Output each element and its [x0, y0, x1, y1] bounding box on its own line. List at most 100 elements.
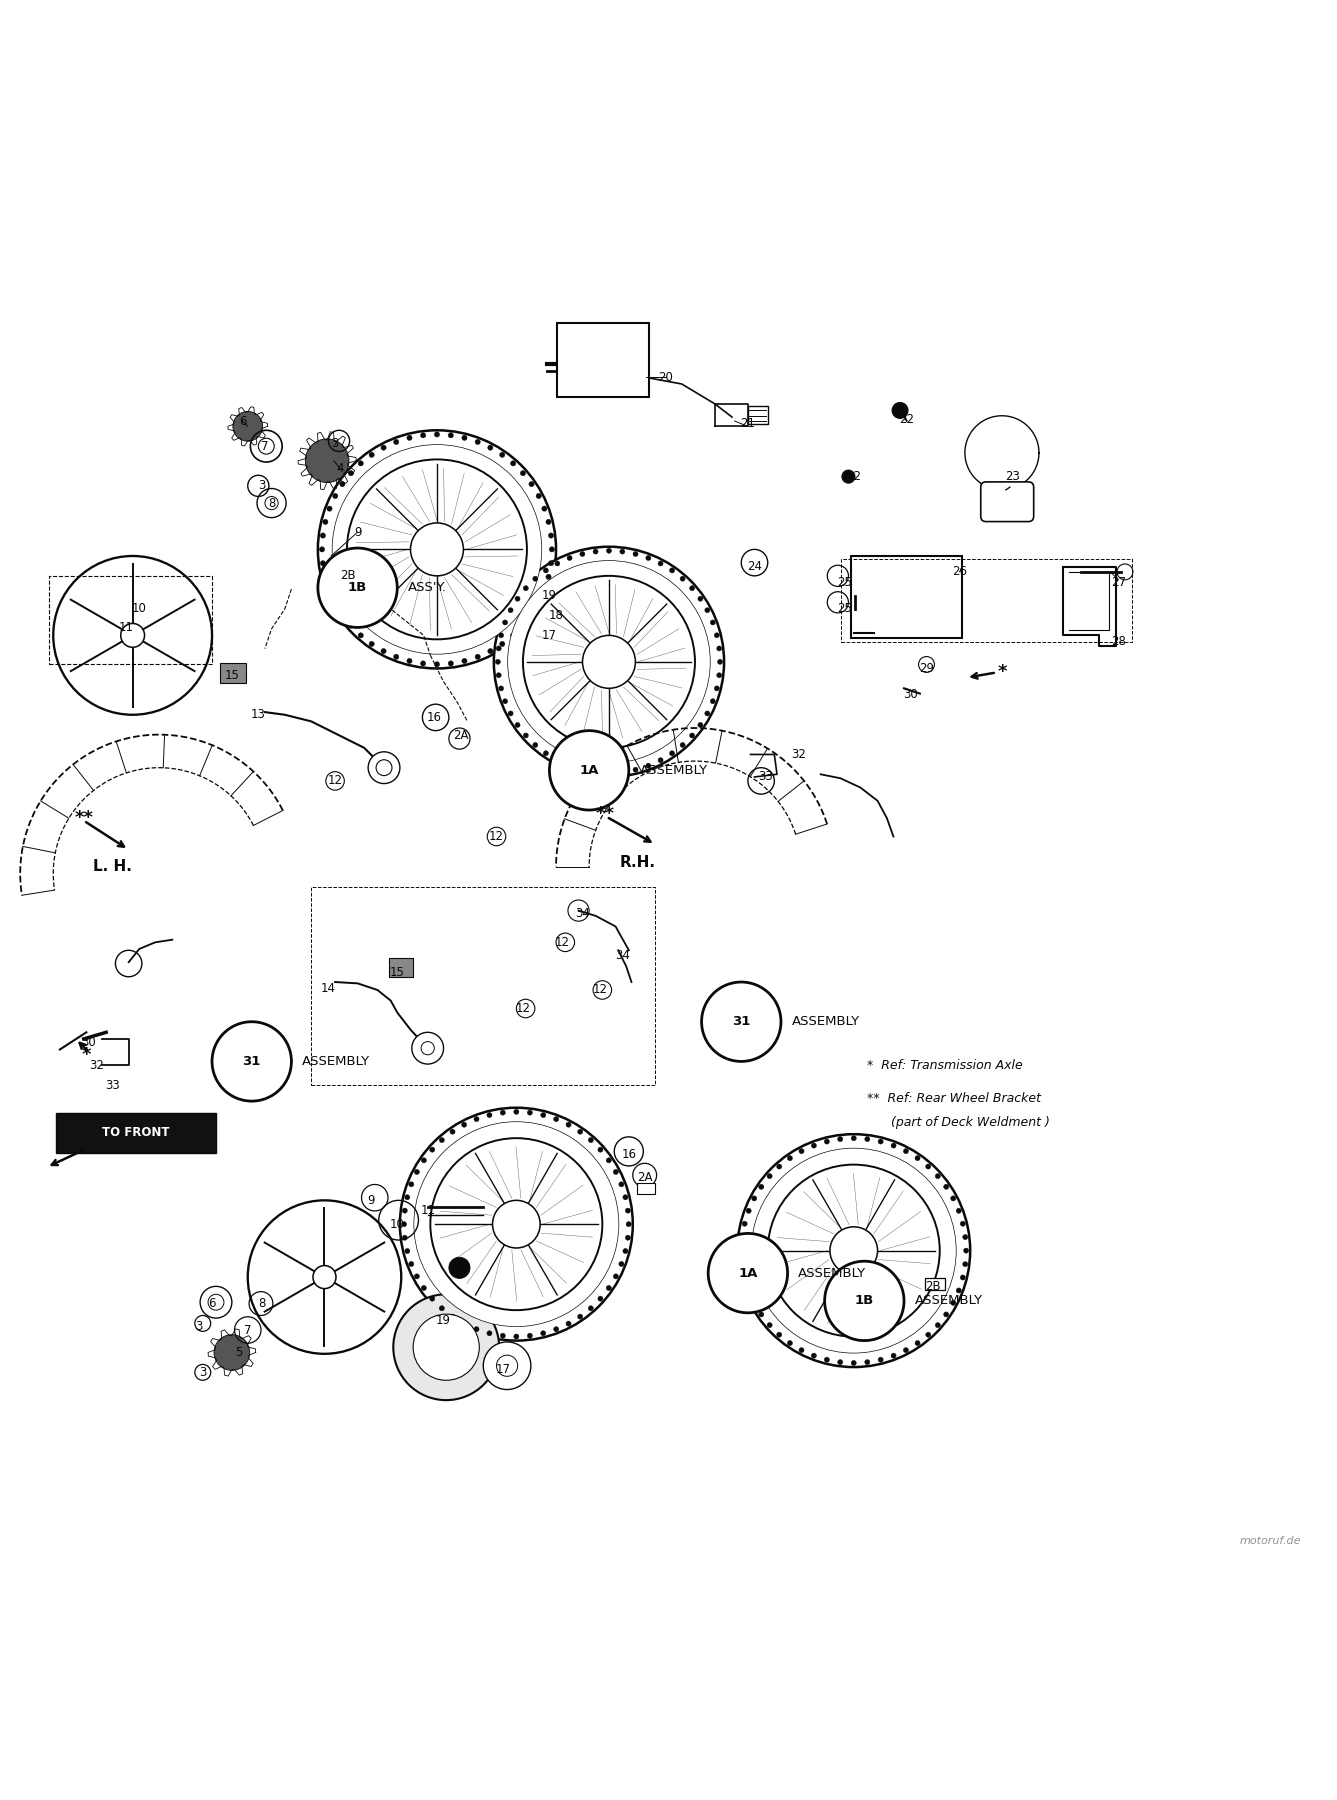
Text: 3: 3 — [199, 1366, 206, 1379]
Circle shape — [322, 574, 328, 580]
Circle shape — [413, 1314, 479, 1381]
Circle shape — [698, 596, 703, 601]
Circle shape — [580, 551, 584, 556]
Circle shape — [878, 1357, 884, 1363]
Text: 16: 16 — [622, 1148, 636, 1161]
Circle shape — [213, 1022, 291, 1102]
Circle shape — [499, 686, 504, 691]
Text: ASSEMBLY: ASSEMBLY — [792, 1015, 860, 1028]
Circle shape — [739, 1262, 745, 1267]
Circle shape — [623, 1249, 628, 1253]
Circle shape — [448, 661, 453, 666]
Circle shape — [500, 1334, 505, 1337]
Text: 15: 15 — [390, 967, 405, 979]
Circle shape — [739, 1235, 745, 1240]
Text: **: ** — [595, 805, 615, 823]
Circle shape — [487, 1330, 492, 1336]
Circle shape — [681, 742, 685, 747]
Circle shape — [414, 1121, 619, 1327]
Text: 11: 11 — [420, 1204, 436, 1217]
Circle shape — [567, 556, 572, 560]
Text: 12: 12 — [328, 774, 342, 787]
Text: 2A: 2A — [453, 729, 468, 742]
Text: *: * — [82, 1046, 91, 1064]
Circle shape — [313, 1265, 336, 1289]
Circle shape — [461, 659, 467, 664]
Text: 30: 30 — [82, 1037, 96, 1049]
Circle shape — [812, 1354, 817, 1359]
Circle shape — [406, 659, 412, 664]
Circle shape — [598, 1296, 603, 1301]
Circle shape — [890, 1143, 896, 1148]
Circle shape — [358, 634, 364, 637]
Circle shape — [767, 1165, 940, 1337]
Circle shape — [322, 518, 328, 524]
Circle shape — [626, 1208, 631, 1213]
Text: 31: 31 — [242, 1055, 261, 1067]
Text: 8: 8 — [258, 1298, 266, 1310]
Circle shape — [358, 461, 364, 466]
Circle shape — [381, 648, 386, 653]
FancyBboxPatch shape — [221, 662, 246, 682]
Circle shape — [554, 1327, 559, 1332]
Text: 34: 34 — [575, 907, 590, 920]
Text: 7: 7 — [243, 1323, 251, 1337]
Text: 3: 3 — [258, 479, 266, 493]
Circle shape — [936, 1323, 940, 1328]
Circle shape — [658, 758, 663, 763]
Circle shape — [606, 1157, 611, 1163]
Circle shape — [767, 1174, 773, 1179]
Text: 32: 32 — [90, 1058, 104, 1071]
Circle shape — [500, 452, 505, 457]
Circle shape — [620, 549, 624, 554]
Circle shape — [543, 567, 548, 572]
Text: ASS'Y.: ASS'Y. — [408, 581, 447, 594]
Circle shape — [326, 506, 332, 511]
Circle shape — [520, 623, 525, 628]
FancyBboxPatch shape — [981, 482, 1034, 522]
Circle shape — [951, 1300, 956, 1305]
Circle shape — [247, 1201, 401, 1354]
Text: 12: 12 — [489, 830, 504, 842]
Circle shape — [852, 1361, 856, 1366]
Circle shape — [449, 1256, 471, 1278]
Circle shape — [812, 1143, 817, 1148]
Circle shape — [838, 1359, 842, 1364]
Circle shape — [751, 1300, 757, 1305]
Circle shape — [670, 567, 675, 572]
Circle shape — [714, 634, 719, 637]
Circle shape — [632, 551, 638, 556]
Circle shape — [527, 1111, 532, 1116]
Circle shape — [606, 1285, 611, 1291]
Circle shape — [852, 1136, 856, 1141]
Circle shape — [409, 1183, 414, 1186]
Text: 15: 15 — [225, 668, 239, 682]
Circle shape — [623, 1195, 628, 1201]
Circle shape — [567, 763, 572, 769]
Circle shape — [461, 1321, 467, 1327]
Circle shape — [410, 524, 464, 576]
Circle shape — [536, 493, 541, 499]
Circle shape — [838, 1136, 842, 1141]
Text: 22: 22 — [900, 414, 915, 427]
Circle shape — [705, 711, 710, 716]
Circle shape — [400, 1107, 632, 1341]
Circle shape — [758, 1184, 763, 1190]
Circle shape — [515, 596, 520, 601]
Circle shape — [405, 1249, 410, 1253]
Circle shape — [925, 1332, 931, 1337]
Circle shape — [503, 698, 508, 704]
Circle shape — [607, 549, 611, 553]
Text: **  Ref: Rear Wheel Bracket: ** Ref: Rear Wheel Bracket — [866, 1093, 1042, 1105]
Text: 19: 19 — [541, 589, 558, 603]
Circle shape — [420, 661, 425, 666]
FancyBboxPatch shape — [558, 324, 648, 398]
Circle shape — [964, 1247, 968, 1253]
Text: 14: 14 — [321, 983, 336, 995]
Circle shape — [393, 1294, 499, 1400]
Text: 6: 6 — [239, 414, 246, 428]
Circle shape — [320, 547, 325, 553]
Circle shape — [777, 1165, 782, 1168]
Text: 9: 9 — [354, 526, 361, 538]
Circle shape — [540, 1112, 545, 1118]
